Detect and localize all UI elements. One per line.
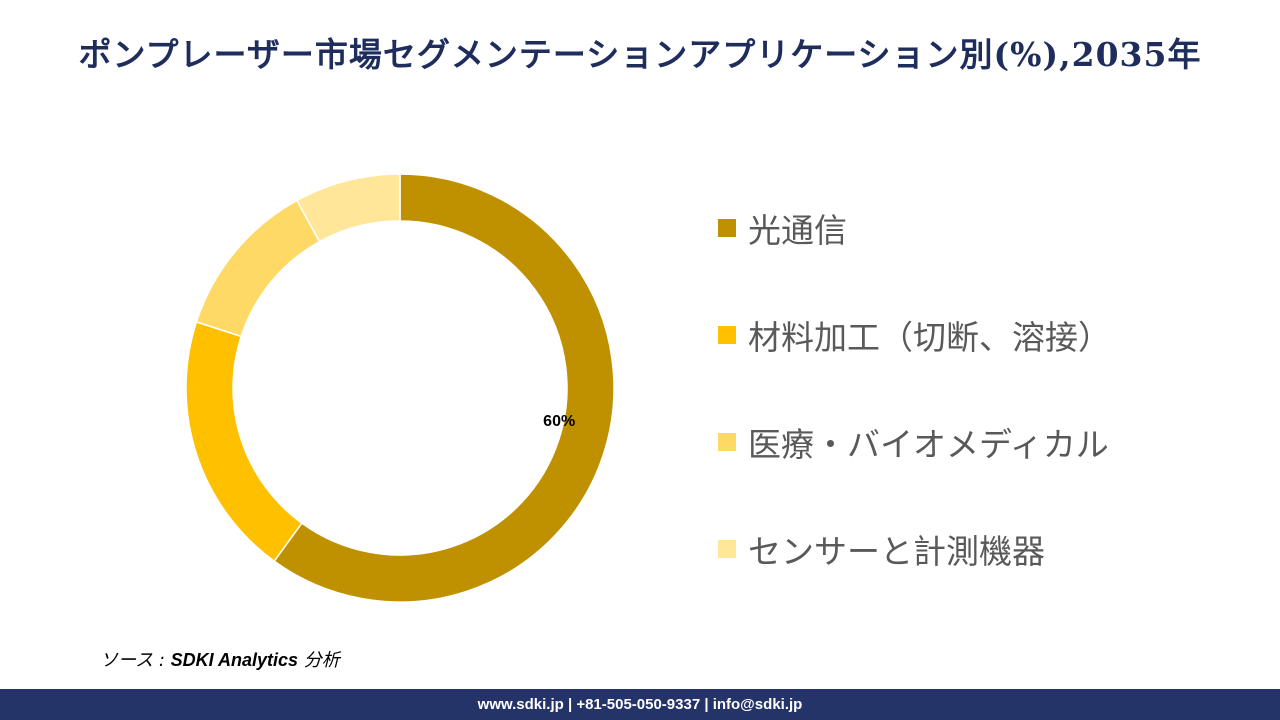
- legend-swatch: [718, 326, 736, 344]
- legend-label: 光通信: [748, 211, 847, 250]
- legend-label: 医療・バイオメディカル: [748, 425, 1109, 464]
- donut-chart: 60%: [185, 173, 615, 603]
- legend-item-4: センサーと計測機器: [718, 521, 1238, 577]
- legend-swatch: [718, 219, 736, 237]
- footer-contact: www.sdki.jp | +81-505-050-9337 | info@sd…: [477, 696, 803, 713]
- source-note: ソース : SDKI Analytics 分析: [100, 646, 340, 672]
- legend-item-2: 材料加工（切断、溶接）: [718, 307, 1238, 363]
- data-label-1: 60%: [543, 413, 575, 430]
- legend-item-3: 医療・バイオメディカル: [718, 414, 1238, 470]
- legend-swatch: [718, 433, 736, 451]
- donut-slice-2: [185, 320, 303, 563]
- legend-swatch: [718, 540, 736, 558]
- source-suffix: 分析: [297, 650, 340, 671]
- source-prefix: ソース :: [100, 650, 171, 671]
- legend-label: センサーと計測機器: [748, 532, 1045, 571]
- legend-label: 材料加工（切断、溶接）: [748, 318, 1111, 357]
- footer-bar: www.sdki.jp | +81-505-050-9337 | info@sd…: [0, 689, 1280, 720]
- donut-slice-4: [295, 173, 401, 243]
- legend-item-1: 光通信: [718, 200, 1238, 256]
- donut-slice-1: [273, 173, 615, 603]
- chart-title: ポンプレーザー市場セグメンテーションアプリケーション別(%),2035年: [78, 35, 1202, 74]
- source-name: SDKI Analytics: [170, 650, 298, 670]
- donut-slice-3: [195, 199, 321, 338]
